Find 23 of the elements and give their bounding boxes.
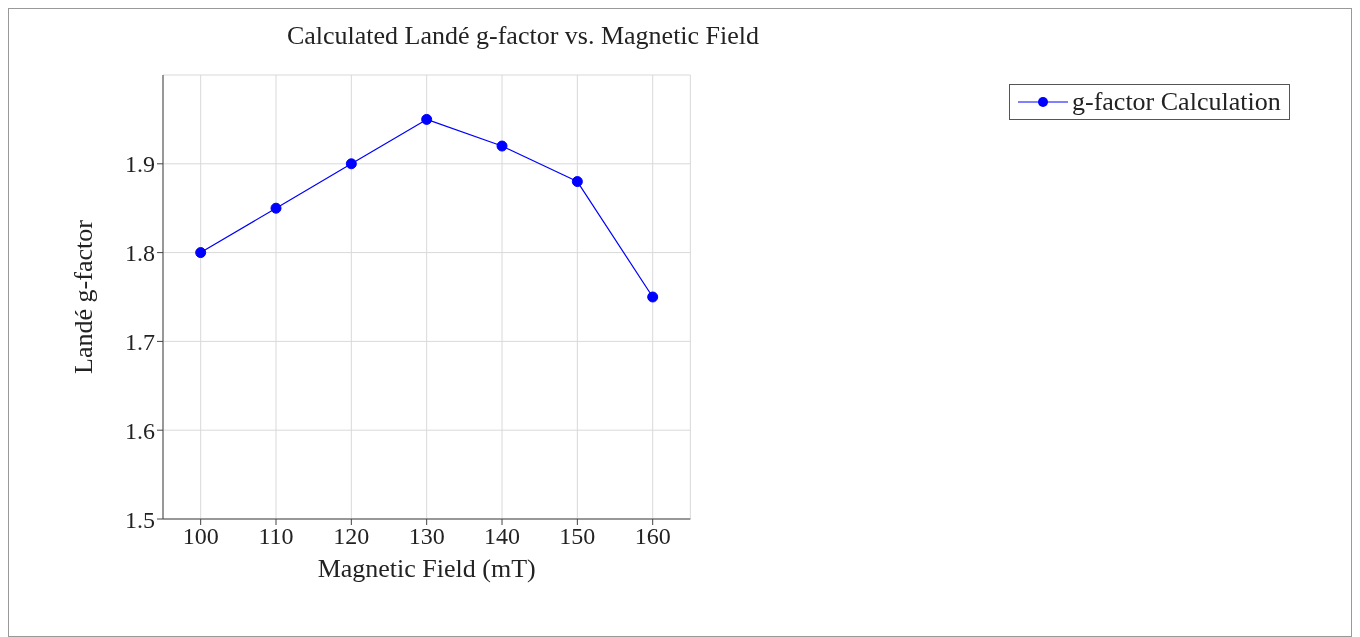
point [496, 140, 508, 152]
point [647, 291, 659, 303]
y-tick-label: 1.8 [125, 240, 155, 267]
x-tick-label: 140 [484, 523, 521, 550]
chart-title: Calculated Landé g-factor vs. Magnetic Field [285, 21, 761, 51]
x-tick-label: 130 [408, 523, 445, 550]
y-tick-label: 1.9 [125, 151, 155, 178]
point [270, 202, 282, 214]
x-tick-label: 160 [634, 523, 671, 550]
x-axis-title: Magnetic Field (mT) [317, 554, 536, 583]
x-tick-label: 150 [559, 523, 596, 550]
y-tick-label: 1.6 [125, 417, 155, 444]
y-tick-label: 1.5 [125, 506, 155, 533]
y-axis-title: Landé g-factor [69, 219, 99, 374]
x-tick-label: 100 [182, 523, 219, 550]
point [421, 113, 433, 125]
point [195, 247, 207, 259]
y-tick-label: 1.7 [125, 328, 155, 355]
point [345, 158, 357, 170]
x-tick-label: 120 [333, 523, 370, 550]
legend-label: g-factor Calculation [1072, 87, 1281, 117]
x-tick-label: 110 [258, 523, 294, 550]
point [571, 176, 583, 188]
